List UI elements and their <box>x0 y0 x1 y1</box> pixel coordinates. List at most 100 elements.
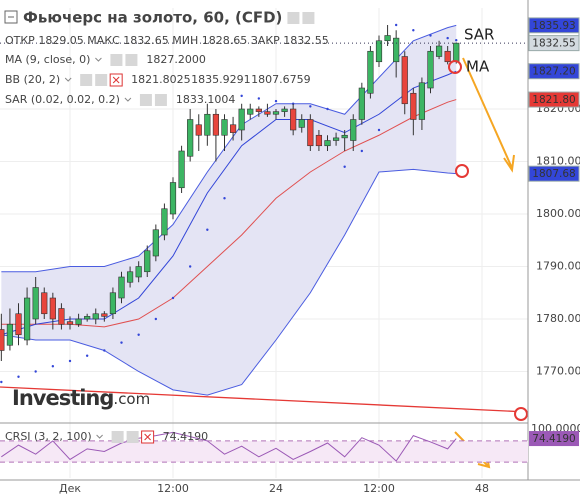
candle-body <box>169 182 177 215</box>
candle-body <box>212 113 220 136</box>
candle-body <box>427 50 434 89</box>
candle-body <box>290 108 297 131</box>
candle-body <box>367 50 374 94</box>
marker <box>455 164 469 178</box>
sar-dot <box>103 349 106 352</box>
legend-icon[interactable] <box>95 74 108 86</box>
price-badge-label: 1807.68 <box>532 168 575 180</box>
candle-body <box>255 108 262 112</box>
candle-body <box>41 292 48 315</box>
sar-dot <box>51 365 55 368</box>
candle-body <box>75 318 82 325</box>
candle-body <box>350 119 357 141</box>
x-tick-label: 48 <box>475 482 489 495</box>
candle-body <box>58 308 65 325</box>
candle-body <box>375 40 383 63</box>
candle-body <box>384 35 391 42</box>
price-badge <box>528 63 580 80</box>
sar-dot <box>429 34 432 37</box>
sar-dot <box>326 107 329 111</box>
legend-icon <box>112 76 120 84</box>
indicator-line <box>1 99 457 328</box>
x-tick-label: 12:00 <box>363 482 395 495</box>
legend-icon[interactable] <box>154 94 167 106</box>
dropdown <box>124 97 132 102</box>
sar-dot <box>17 375 20 378</box>
candle-body <box>178 150 185 189</box>
legend-icon[interactable] <box>80 74 93 86</box>
candle-body <box>49 297 56 320</box>
legend-icon[interactable] <box>125 54 138 66</box>
crsi-badge-label: 74.4190 <box>532 433 575 445</box>
sar-dot <box>85 354 89 357</box>
price-badge <box>528 35 580 52</box>
sar-dot <box>257 97 261 100</box>
sar-dot <box>0 380 3 384</box>
legend-icon[interactable] <box>287 12 300 24</box>
sar-dot <box>446 36 449 40</box>
y-tick-label: 1800.00 <box>536 207 580 220</box>
legend-icon <box>144 433 151 441</box>
legend-icon[interactable] <box>302 12 315 24</box>
candle-body <box>238 108 245 131</box>
sar-dot <box>377 128 381 132</box>
indicator-value: 1835.9291 <box>191 73 251 86</box>
candle-body <box>401 56 408 105</box>
sar-dot <box>68 359 72 363</box>
candle-body <box>418 82 426 120</box>
candle-body <box>435 45 443 57</box>
sar-dot <box>188 265 192 268</box>
candle-body <box>221 119 228 136</box>
price-badge-label: 1835.93 <box>532 20 575 32</box>
indicator-label: CRSI (3, 2, 100) <box>5 430 92 443</box>
sar-dot <box>34 370 37 373</box>
crsi-zone <box>0 440 528 463</box>
marker <box>514 407 528 421</box>
candle-body <box>126 271 134 283</box>
candle-body <box>144 250 151 273</box>
candle-body <box>195 124 202 136</box>
candle-body <box>92 313 99 320</box>
indicator-label: MA (9, close, 0) <box>5 53 90 66</box>
candle-body <box>332 137 340 141</box>
sar-dot <box>154 317 158 321</box>
x-tick-label: 12:00 <box>157 482 189 495</box>
logo-text: Investing <box>12 386 113 410</box>
legend-icon[interactable] <box>111 431 124 443</box>
sar-dot <box>360 149 364 153</box>
price-badge-label: 1832.55 <box>532 38 575 50</box>
candle-body <box>410 92 417 120</box>
x-tick-label: 24 <box>269 482 283 495</box>
candle-body <box>109 292 117 315</box>
sar-dot <box>394 23 398 27</box>
sar-dot <box>274 99 278 103</box>
logo-text: .com <box>113 390 150 408</box>
y-tick-label: 1780.00 <box>536 312 580 325</box>
annotation: SAR <box>464 26 494 44</box>
sar-dot <box>455 39 458 42</box>
indicator-value: 1827.2000 <box>146 53 206 66</box>
x-tick-label: Дек <box>59 482 81 495</box>
sar-dot <box>240 94 243 98</box>
candle-body <box>315 134 323 147</box>
candle-body <box>247 108 254 115</box>
arrow <box>462 57 515 173</box>
candle-body <box>0 329 5 351</box>
candle-body <box>101 313 108 317</box>
candle-body <box>264 111 271 115</box>
candle-body <box>23 297 31 341</box>
candle-body <box>229 124 237 133</box>
legend-icon[interactable] <box>139 94 152 106</box>
indicator-value: 1821.8025 <box>131 73 191 86</box>
chart-title: Фьючерс на золото, 60, (CFD) <box>23 9 282 27</box>
candle-body <box>281 108 288 112</box>
legend-icon[interactable] <box>110 54 123 66</box>
plot <box>0 8 528 478</box>
candle-body <box>152 229 159 257</box>
candle-body <box>135 266 142 278</box>
candle-body <box>66 321 74 325</box>
legend-icon[interactable] <box>126 431 139 443</box>
indicator-label: SAR (0.02, 0.02, 0.2) <box>5 93 120 106</box>
candle-body <box>187 119 194 157</box>
